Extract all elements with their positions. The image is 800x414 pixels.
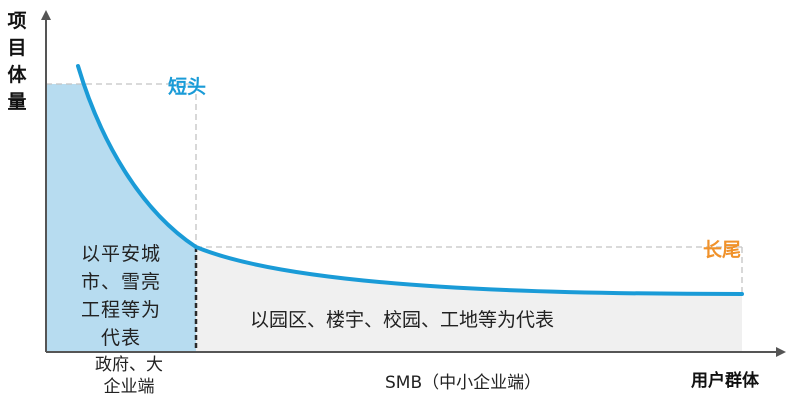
x-segment-tail-label: SMB（中小企业端） xyxy=(385,373,542,393)
long-tail-tag: 长尾 xyxy=(703,239,742,261)
head-description: 以平安城 市、雪亮 工程等为 代表 xyxy=(80,243,161,349)
tail-description: 以园区、楼宇、校园、工地等为代表 xyxy=(250,309,555,331)
y-axis-label: 项目体量 xyxy=(7,10,27,113)
long-tail-curve xyxy=(76,64,744,296)
head-region xyxy=(46,84,196,352)
tail-region xyxy=(196,247,742,352)
x-segment-head-label: 政府、大 企业端 xyxy=(95,355,163,397)
short-head-tag: 短头 xyxy=(168,76,207,98)
x-axis-label: 用户群体 xyxy=(691,371,759,391)
